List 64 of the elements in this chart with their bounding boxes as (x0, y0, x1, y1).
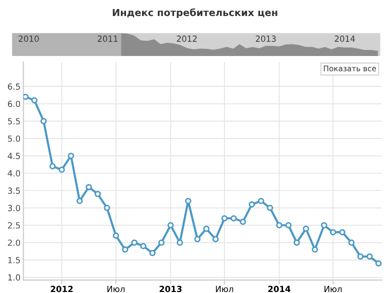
y-tick-label: 3.0 (8, 204, 20, 212)
x-tick-label: 2010 (18, 36, 39, 42)
point (375, 260, 382, 267)
point (185, 198, 192, 204)
point (366, 253, 373, 260)
x-tick-label: 2014 (334, 36, 355, 42)
x-tick-label: 2011 (98, 36, 118, 42)
x-tick-label: 2013 (256, 36, 276, 42)
point (258, 198, 264, 204)
point (230, 215, 237, 222)
y-tick-label: 2.0 (8, 240, 20, 246)
point (31, 97, 38, 104)
y-tick-label: 4.5 (8, 152, 20, 160)
point (348, 239, 355, 246)
point (49, 163, 56, 170)
point (330, 229, 336, 236)
point (248, 201, 255, 208)
point (312, 246, 318, 253)
point (194, 236, 201, 242)
y-tick-label: 6.0 (8, 100, 20, 108)
point (40, 118, 47, 124)
x-tick-label: 2013 (160, 286, 182, 292)
point (149, 250, 156, 256)
point (266, 204, 274, 212)
y-tick-label: 4.0 (8, 170, 20, 176)
x-tick-label: Июл (216, 286, 234, 292)
x-tick-label: 2012 (176, 36, 197, 42)
point (212, 236, 219, 242)
point (86, 184, 92, 190)
y-tick-label: 5.5 (8, 118, 20, 124)
point (240, 218, 246, 225)
point (302, 226, 310, 232)
y-tick-label: 6.5 (8, 83, 20, 90)
point (23, 94, 29, 100)
y-tick-label: 3.5 (8, 188, 20, 194)
point (112, 232, 120, 239)
point (68, 152, 74, 159)
point (104, 204, 110, 212)
point (168, 222, 174, 228)
point (176, 239, 183, 246)
point (94, 190, 101, 198)
point (203, 226, 210, 232)
x-tick-label: 2014 (268, 286, 290, 292)
point (221, 215, 228, 222)
chart-title: Индекс потребительских цен (112, 8, 278, 18)
point (285, 222, 292, 228)
x-tick-label: Июл (107, 286, 124, 292)
y-tick-label: 1.5 (8, 257, 20, 264)
point (339, 229, 346, 236)
y-tick-label: 1.0 (8, 274, 20, 281)
point (76, 198, 83, 204)
point (294, 239, 300, 246)
point (58, 166, 65, 173)
y-tick-label: 5.0 (8, 135, 20, 142)
point (131, 239, 138, 246)
x-tick-label: Июл (324, 286, 342, 292)
point (276, 222, 282, 228)
point (140, 242, 146, 250)
x-tick-label: 2012 (50, 286, 73, 292)
point (320, 222, 328, 228)
y-tick-label: 2.5 (8, 222, 20, 229)
point (122, 246, 128, 253)
point (357, 253, 364, 260)
point (158, 239, 165, 246)
